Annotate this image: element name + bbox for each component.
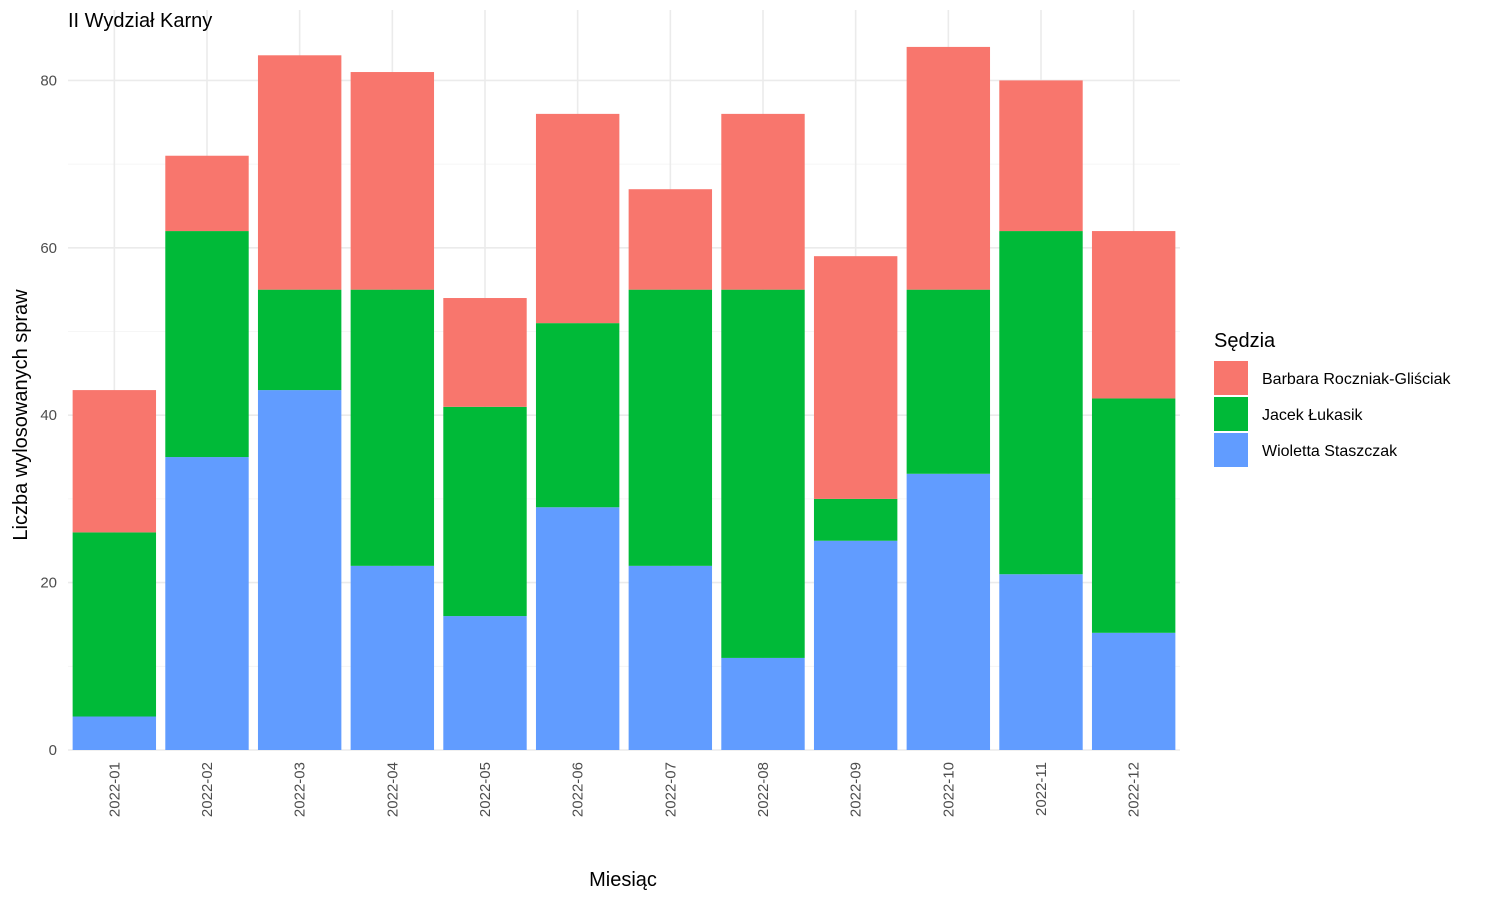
x-tick-label: 2022-11 [1033,762,1050,816]
legend-label: Barbara Roczniak-Gliściak [1262,371,1452,388]
x-tick-label: 2022-06 [570,762,587,817]
bar-segment [72,532,157,717]
legend: Sędzia Barbara Roczniak-Gliściak Jacek Łu… [1214,330,1452,467]
x-tick-label: 2022-10 [940,762,957,817]
bar-segment [72,716,157,750]
chart-title: II Wydział Karny [68,10,212,32]
y-tick-label: 80 [40,72,57,89]
legend-swatch [1214,361,1248,395]
bar-segment [535,113,620,324]
bar-segment [257,55,342,290]
legend-label: Wioletta Staszczak [1262,443,1398,460]
bar-segment [257,289,342,391]
bar-segment [1091,398,1176,633]
bar-segment [165,231,249,458]
bar-segment [165,155,249,232]
bar-segment [813,540,898,750]
y-tick-label: 20 [40,575,57,592]
bar-segment [999,231,1083,575]
bar-segment [628,189,713,290]
x-tick-label: 2022-02 [199,762,216,817]
bar-segment [721,113,805,290]
x-tick-label: 2022-03 [292,762,309,817]
y-axis-ticks: 0 20 40 60 80 [40,72,57,759]
bar-segment [813,256,898,499]
y-tick-label: 60 [40,240,57,257]
x-tick-label: 2022-01 [106,762,123,817]
bar-segment [906,289,991,474]
x-axis-ticks: 2022-01 2022-02 2022-03 2022-04 2022-05 2022-… [106,762,1142,817]
bar-segment [443,616,527,750]
bar-segment [1091,632,1176,750]
legend-swatch [1214,397,1248,431]
bar-segment [350,289,435,566]
x-tick-label: 2022-09 [848,762,865,817]
legend-title: Sędzia [1214,330,1276,352]
bar-segment [443,406,527,617]
bar-segment [999,574,1083,750]
bar-segment [350,565,435,750]
x-tick-label: 2022-07 [662,762,679,817]
bar-segment [165,457,249,750]
bar-segment [72,390,157,533]
bar-segment [906,473,991,750]
y-tick-label: 0 [49,742,57,759]
legend-items: Barbara Roczniak-Gliściak Jacek Łukasik Wi… [1214,361,1452,467]
bar-segment [535,507,620,750]
bar-segment [443,298,527,407]
bar-segment [628,565,713,750]
bar-segment [350,72,435,290]
bar-segment [628,289,713,566]
x-tick-label: 2022-12 [1126,762,1143,817]
bar-segment [721,289,805,658]
x-tick-label: 2022-08 [755,762,772,817]
x-tick-label: 2022-04 [384,762,401,817]
bar-segment [1091,231,1176,399]
x-axis-title: Miesiąc [589,869,657,891]
bar-segment [721,657,805,750]
legend-label: Jacek Łukasik [1262,407,1363,424]
y-tick-label: 40 [40,407,57,424]
legend-swatch [1214,433,1248,467]
bars [72,46,1176,750]
y-axis-title: Liczba wylosowanych spraw [10,289,32,541]
bar-segment [535,323,620,508]
x-tick-label: 2022-05 [477,762,494,817]
bar-segment [999,80,1083,232]
bar-segment [813,498,898,541]
bar-segment [906,46,991,290]
bar-segment [257,390,342,750]
